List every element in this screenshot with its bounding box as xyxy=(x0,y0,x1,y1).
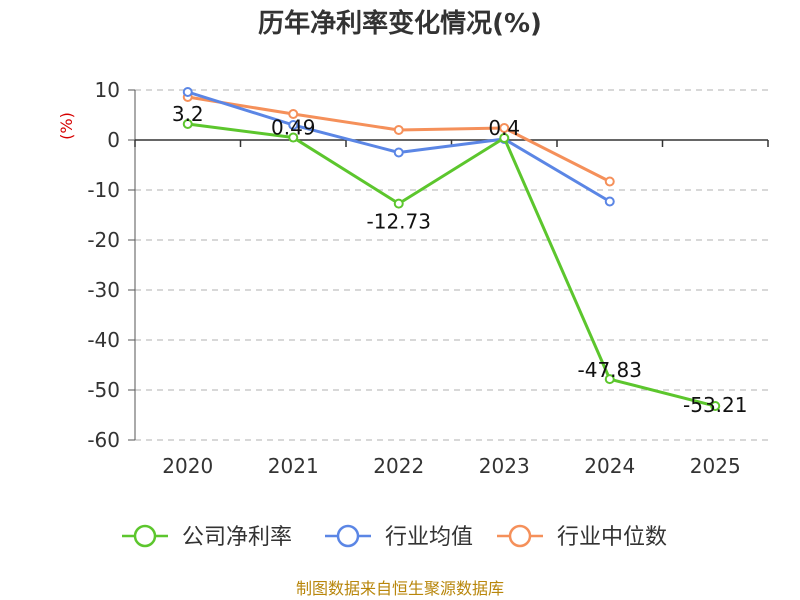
x-tick-label: 2022 xyxy=(373,454,424,478)
y-tick-label: -50 xyxy=(87,378,120,402)
data-point xyxy=(182,119,193,129)
data-point xyxy=(393,147,404,158)
y-tick-label: 10 xyxy=(95,78,120,102)
y-tick-label: 0 xyxy=(107,128,120,152)
y-tick-label: -30 xyxy=(87,278,120,302)
data-label: -12.73 xyxy=(367,210,431,234)
legend-marker xyxy=(133,524,157,548)
legend-label: 行业均值 xyxy=(385,525,473,550)
data-point xyxy=(393,198,404,209)
source-note: 制图数据来自恒生聚源数据库 xyxy=(296,579,504,598)
data-point xyxy=(499,133,510,143)
y-tick-label: -60 xyxy=(87,428,120,452)
x-tick-label: 2024 xyxy=(584,454,635,478)
legend-label: 公司净利率 xyxy=(182,525,292,550)
y-tick-label: -40 xyxy=(87,328,120,352)
y-tick-label: -20 xyxy=(87,228,120,252)
y-tick-label: -10 xyxy=(87,178,120,202)
data-point xyxy=(288,120,299,130)
data-label: 3.2 xyxy=(172,102,204,126)
chart-title: 历年净利率变化情况(%) xyxy=(258,8,542,39)
x-tick-label: 2020 xyxy=(162,454,213,478)
legend: 公司净利率 行业均值 行业中位数 xyxy=(122,524,667,550)
legend-marker xyxy=(508,524,532,548)
series-group xyxy=(182,87,721,412)
data-point xyxy=(288,109,299,119)
data-label: -47.83 xyxy=(578,358,642,382)
data-label: 0.4 xyxy=(488,116,520,140)
data-point xyxy=(499,123,510,133)
data-point xyxy=(604,374,615,385)
data-point xyxy=(182,87,193,97)
data-point xyxy=(604,196,615,207)
data-labels: 3.2 0.49 -12.73 0.4 -47.83 -53.21 xyxy=(172,102,748,417)
x-tick-label: 2023 xyxy=(479,454,530,478)
legend-marker xyxy=(336,524,360,548)
data-point xyxy=(288,132,299,143)
data-label: -53.21 xyxy=(683,393,747,417)
x-tick-label: 2021 xyxy=(268,454,319,478)
series-line xyxy=(187,122,716,408)
x-axis: 2020 2021 2022 2023 2024 2025 xyxy=(134,139,769,478)
data-point xyxy=(604,176,615,187)
data-label: 0.49 xyxy=(271,116,316,140)
data-point xyxy=(710,401,721,412)
legend-label: 行业中位数 xyxy=(557,525,667,550)
y-axis-unit: (%) xyxy=(57,112,76,140)
data-point xyxy=(393,125,404,135)
x-tick-label: 2025 xyxy=(690,454,741,478)
y-axis-ticks: 10 0 -10 -20 -30 -40 -50 -60 xyxy=(87,78,136,452)
